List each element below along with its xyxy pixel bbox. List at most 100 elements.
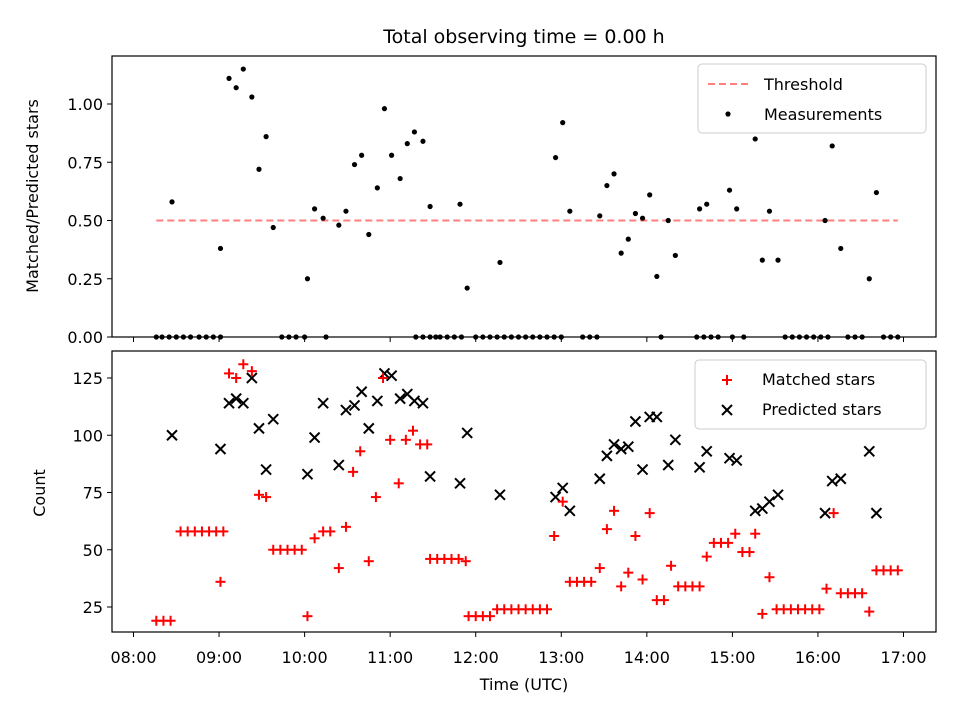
measurement-point — [647, 192, 653, 198]
matched-star-point — [231, 373, 242, 383]
predicted-star-point — [267, 413, 279, 425]
bottom-panel: 25 50 75 100 125 08:00 09:00 10:00 11:00 12:00 13:… — [72, 359, 927, 667]
matched-star-point — [246, 366, 257, 377]
legend-predicted-swatch — [721, 404, 733, 416]
measurement-point — [696, 206, 703, 212]
matched-star-point — [764, 572, 775, 583]
x-tick-label: 08:00 — [110, 648, 156, 667]
measurement-point — [270, 224, 276, 231]
measurement-point — [336, 222, 342, 228]
matched-star-point — [238, 359, 249, 370]
matched-star-point — [549, 531, 560, 542]
matched-star-point — [363, 556, 374, 567]
measurement-point — [726, 187, 733, 193]
predicted-star-point — [863, 445, 875, 457]
x-tick-label: 17:00 — [880, 648, 926, 667]
predicted-star-point — [730, 454, 743, 467]
predicted-star-point — [835, 473, 847, 485]
matched-star-point — [422, 439, 433, 450]
measurement-point — [597, 213, 603, 219]
matched-star-point — [407, 425, 418, 436]
measurement-point — [704, 201, 710, 207]
bottom-y-tick-label: 25 — [83, 598, 103, 617]
legend-matched-swatch — [722, 375, 732, 385]
measurement-point — [351, 161, 358, 168]
matched-star-point — [378, 373, 389, 383]
predicted-star-point — [701, 445, 713, 457]
measurement-point — [411, 129, 418, 135]
predicted-star-point — [223, 397, 235, 409]
x-tick-label: 10:00 — [282, 648, 328, 667]
measurement-point — [343, 208, 349, 214]
predicted-star-point — [594, 473, 606, 485]
matched-star-point — [224, 368, 235, 379]
measurement-point — [359, 152, 365, 158]
predicted-star-point — [608, 438, 620, 451]
matched-star-point — [857, 588, 868, 599]
top-y-tick-label: 0.00 — [67, 328, 103, 347]
x-tick-label: 14:00 — [624, 648, 670, 667]
measurement-point — [388, 152, 395, 158]
predicted-star-point — [340, 404, 352, 416]
matched-star-point — [730, 528, 741, 539]
measurement-point — [457, 201, 463, 207]
matched-star-point — [302, 611, 313, 622]
measurement-point — [233, 85, 239, 91]
measurement-point — [866, 276, 872, 282]
predicted-star-point — [230, 392, 242, 405]
predicted-star-point — [424, 470, 436, 483]
measurement-point — [672, 252, 678, 259]
matched-star-point — [828, 508, 839, 519]
predicted-star-point — [355, 386, 368, 398]
measurement-point — [838, 245, 844, 252]
matched-star-point — [694, 581, 705, 592]
matched-star-point — [484, 611, 495, 622]
matched-star-point — [385, 434, 396, 445]
predicted-star-point — [333, 459, 345, 471]
predicted-star-point — [763, 495, 776, 508]
matched-star-point — [165, 615, 176, 626]
predicted-star-point — [564, 505, 576, 517]
matched-star-point — [601, 524, 612, 535]
matched-star-point — [400, 434, 411, 445]
x-tick-label: 13:00 — [538, 648, 584, 667]
matched-star-point — [340, 521, 351, 532]
measurement-point — [873, 189, 880, 196]
predicted-star-point — [772, 489, 784, 501]
matched-star-point — [370, 492, 381, 503]
top-legend: Threshold Measurements — [697, 63, 927, 134]
bottom-y-tick-label: 50 — [83, 541, 103, 560]
predicted-star-point — [253, 422, 265, 435]
predicted-star-point — [378, 367, 391, 380]
x-tick-label: 09:00 — [196, 648, 242, 667]
matched-star-point — [594, 563, 605, 574]
matched-star-point — [218, 526, 229, 537]
measurement-point — [256, 166, 262, 172]
legend-matched-label: Matched stars — [762, 370, 875, 389]
measurement-point — [639, 215, 646, 221]
bottom-y-axis-label: Count — [30, 469, 49, 517]
predicted-star-point — [166, 429, 178, 441]
predicted-star-point — [556, 482, 569, 494]
measurement-point — [632, 210, 639, 217]
matched-star-point — [623, 567, 634, 578]
predicted-star-point — [723, 452, 736, 464]
matched-star-point — [453, 553, 464, 564]
measurement-point — [497, 259, 503, 266]
matched-star-point — [757, 608, 768, 619]
matched-star-point — [637, 574, 648, 585]
matched-star-point — [333, 563, 344, 574]
matched-star-point — [644, 508, 655, 519]
measurement-point — [381, 106, 388, 112]
predicted-star-point — [669, 434, 682, 446]
matched-star-point — [892, 565, 903, 576]
bottom-y-tick-label: 100 — [72, 426, 103, 445]
matched-star-point — [616, 581, 627, 592]
predicted-star-point — [749, 505, 761, 517]
matched-star-point — [261, 492, 272, 503]
legend-predicted-label: Predicted stars — [762, 400, 882, 419]
x-tick-label: 11:00 — [367, 648, 413, 667]
measurement-point — [420, 138, 426, 144]
predicted-star-point — [601, 450, 613, 462]
